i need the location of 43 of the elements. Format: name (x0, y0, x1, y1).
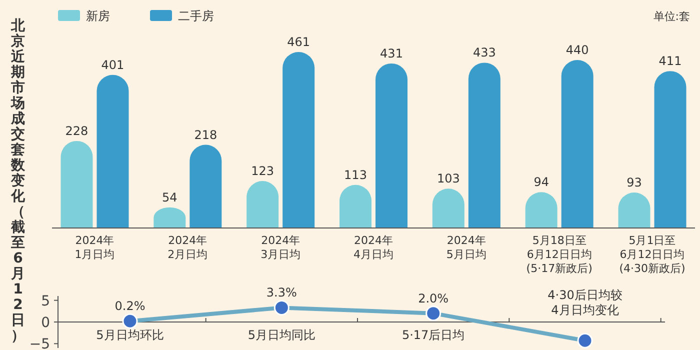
bar (376, 63, 408, 228)
bar (60, 140, 93, 228)
data-label: 433 (472, 46, 496, 60)
data-label: 123 (251, 164, 274, 178)
data-label: 218 (194, 128, 218, 142)
legend-label: 二手房 (178, 9, 214, 23)
x-tick-label: 2024年 2月日均 (168, 234, 208, 261)
legend-label: 新房 (86, 9, 110, 23)
data-label: 411 (658, 54, 682, 68)
bar (654, 71, 686, 228)
x-tick-label: 5·17后日均 (402, 328, 465, 342)
data-label: 93 (626, 175, 642, 190)
x-tick-label: 5月1日至 6月12日日均 (4·30新政后) (619, 234, 686, 275)
data-label: 431 (380, 46, 403, 60)
x-tick-label: 5月日均同比 (248, 328, 316, 342)
x-tick-label: 2024年 4月日均 (354, 234, 394, 261)
x-tick-label: 2024年 1月日均 (74, 234, 115, 261)
x-tick-label: 2024年 5月日均 (446, 234, 486, 261)
text: 单位:套 (653, 10, 690, 23)
y-tick-label: 5 (41, 293, 50, 310)
data-label: 440 (566, 43, 589, 58)
data-label: 103 (436, 172, 460, 186)
chart-title: 北京近期市场成交套数变化（截至6月12日） (11, 18, 25, 344)
bar (468, 62, 500, 228)
x-tick-label: 4·30后日均较4月日均变化 (548, 288, 622, 317)
bar (190, 144, 222, 228)
data-label: 401 (101, 58, 124, 72)
data-label: 0.2% (114, 299, 146, 314)
data-label: 461 (287, 35, 310, 49)
data-label: 228 (65, 124, 88, 138)
data-label: 54 (162, 190, 178, 204)
bar (96, 74, 129, 228)
bar (561, 60, 594, 228)
data-label: 113 (344, 168, 367, 182)
data-label: 94 (534, 175, 549, 190)
x-tick-label: 5月日均环比 (96, 328, 164, 342)
x-tick-label: 2024年 3月日均 (260, 234, 301, 261)
data-label: 2.0% (418, 291, 449, 306)
y-tick-label: −5 (29, 336, 50, 350)
bar (282, 52, 315, 228)
y-tick-label: 0 (41, 315, 50, 331)
x-tick-label: 5月18日至 6月12日日均 (5·17新政后) (526, 234, 592, 275)
data-label: 3.3% (266, 286, 297, 300)
